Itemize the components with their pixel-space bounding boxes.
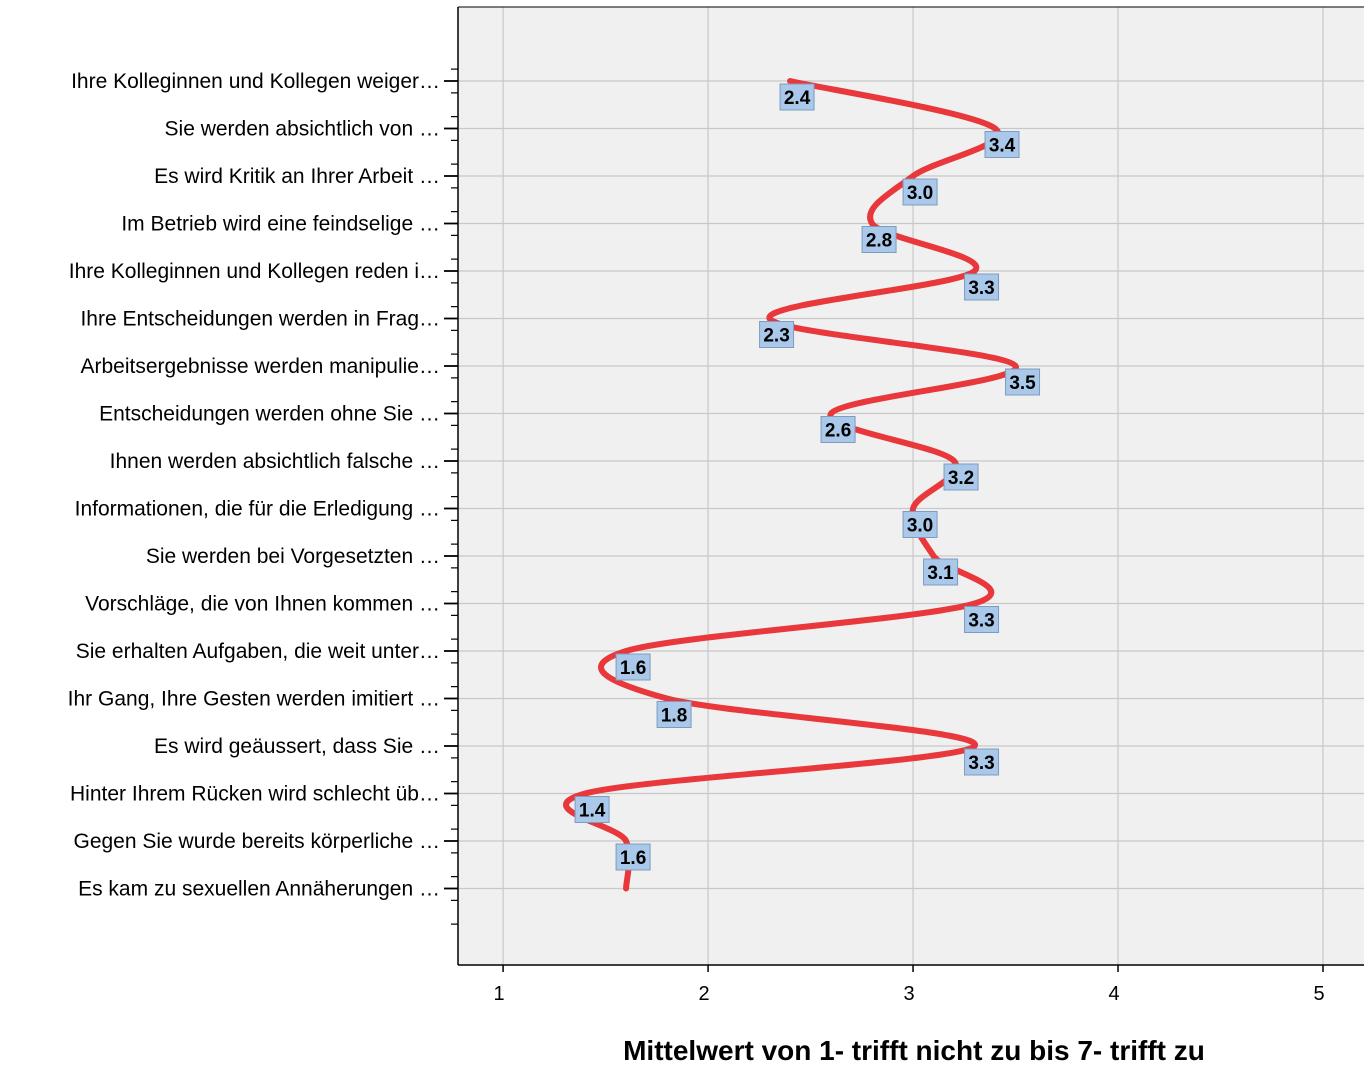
data-label: 3.0 [902, 178, 938, 206]
category-label: Sie werden absichtlich von … [165, 118, 440, 141]
data-label: 3.0 [902, 511, 938, 538]
data-label: 2.4 [779, 83, 815, 111]
data-label-box [902, 511, 938, 538]
data-label-text: 2.6 [825, 421, 851, 442]
data-label: 2.3 [759, 321, 795, 348]
category-label: Ihr Gang, Ihre Gesten werden imitiert … [68, 688, 440, 711]
data-label-box [1005, 368, 1041, 396]
data-label-text: 3.3 [968, 753, 994, 774]
vertical-gridlines [502, 7, 1324, 965]
x-tick-label: 3 [903, 983, 914, 1005]
data-label-text: 3.3 [968, 611, 994, 632]
data-label-box [964, 606, 1000, 633]
data-labels: 2.4 3.4 3.0 2.8 3.3 2.3 3.5 2.6 3.2 3.0 3.1 3.3 1.6 1… [574, 83, 1041, 871]
data-label-box [964, 748, 1000, 776]
data-label: 3.5 [1005, 368, 1041, 396]
x-tick-label: 5 [1313, 983, 1324, 1005]
category-label: Ihre Kolleginnen und Kollegen weiger… [71, 70, 440, 93]
category-label: Arbeitsergebnisse werden manipulie… [80, 355, 440, 378]
data-label-box [964, 273, 1000, 301]
category-label: Es kam zu sexuellen Annäherungen … [78, 878, 440, 901]
data-label: 1.6 [615, 653, 651, 681]
category-label: Ihre Kolleginnen und Kollegen reden i… [69, 260, 440, 283]
data-label-box [943, 463, 979, 491]
data-label-text: 1.6 [620, 848, 646, 869]
x-axis-title: Mittelwert von 1- trifft nicht zu bis 7-… [623, 1035, 1205, 1066]
x-tick-labels: 1 2 3 4 5 [494, 983, 1325, 1005]
category-labels: Ihre Kolleginnen und Kollegen weiger… Sie… [68, 70, 440, 901]
data-label: 1.8 [656, 701, 692, 728]
category-label: Gegen Sie wurde bereits körperliche … [73, 830, 440, 853]
data-label-text: 3.3 [968, 278, 994, 299]
data-label-text: 3.2 [948, 468, 974, 489]
data-label-box [759, 321, 795, 348]
data-label-text: 1.6 [620, 658, 646, 679]
category-label: Ihnen werden absichtlich falsche … [110, 450, 440, 473]
category-label: Es wird geäussert, dass Sie … [154, 735, 440, 758]
data-label-text: 1.8 [661, 706, 687, 727]
data-label: 1.6 [615, 843, 651, 871]
data-label-text: 3.4 [989, 136, 1016, 157]
category-label: Es wird Kritik an Ihrer Arbeit … [154, 165, 440, 188]
y-axis-ticks [444, 68, 458, 925]
data-label-box [574, 796, 610, 823]
data-label-box [779, 83, 815, 111]
data-label-box [923, 558, 959, 586]
data-label-box [902, 178, 938, 206]
data-label-text: 3.1 [927, 563, 954, 584]
data-label-text: 3.0 [907, 516, 933, 537]
data-label-box [984, 131, 1020, 158]
data-label-text: 3.0 [907, 183, 933, 204]
data-label-text: 3.5 [1009, 373, 1036, 394]
category-label: Hinter Ihrem Rücken wird schlecht üb… [70, 783, 440, 806]
data-label: 3.2 [943, 463, 979, 491]
data-label-text: 1.4 [579, 801, 606, 822]
data-label: 3.3 [964, 748, 1000, 776]
category-label: Ihre Entscheidungen werden in Frag… [80, 308, 440, 331]
data-label-box [656, 701, 692, 728]
data-label-box [615, 843, 651, 871]
data-label-text: 2.8 [866, 231, 892, 252]
data-label-box [615, 653, 651, 681]
x-axis-ticks [502, 965, 1324, 972]
category-label: Im Betrieb wird eine feindselige … [121, 213, 440, 236]
data-label: 3.4 [984, 131, 1020, 158]
category-label: Sie werden bei Vorgesetzten … [146, 545, 440, 568]
category-label: Entscheidungen werden ohne Sie … [99, 403, 440, 426]
category-label: Informationen, die für die Erledigung … [75, 498, 440, 521]
x-tick-label: 4 [1108, 983, 1119, 1005]
category-label: Sie erhalten Aufgaben, die weit unter… [76, 640, 440, 663]
x-tick-label: 1 [494, 983, 505, 1005]
data-label-box [820, 416, 856, 443]
data-label: 2.6 [820, 416, 856, 443]
data-label: 3.3 [964, 606, 1000, 633]
data-label: 3.1 [923, 558, 959, 586]
data-label: 1.4 [574, 796, 610, 823]
category-label: Vorschläge, die von Ihnen kommen … [85, 593, 440, 616]
data-label: 3.3 [964, 273, 1000, 301]
data-label-text: 2.3 [763, 326, 789, 347]
data-label-text: 2.4 [784, 88, 811, 109]
data-label: 2.8 [861, 226, 897, 253]
data-label-box [861, 226, 897, 253]
x-tick-label: 2 [699, 983, 710, 1005]
